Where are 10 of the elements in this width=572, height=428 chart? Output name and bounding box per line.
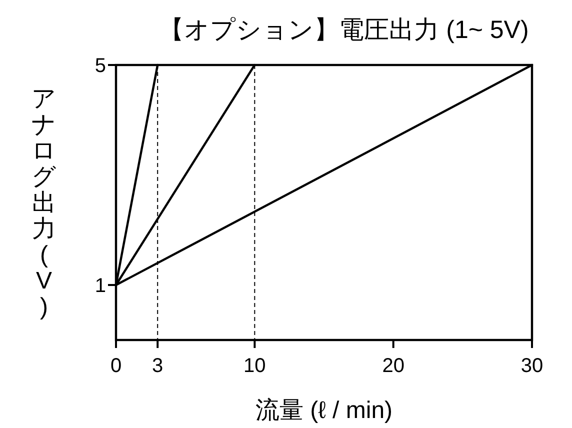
text: アナログ出力(V) [32, 86, 56, 320]
x-tick-label: 20 [382, 355, 404, 377]
x-axis-title: 流量 (ℓ / min) [255, 397, 393, 424]
y-tick-label: 1 [94, 275, 106, 297]
y-tick-label: 5 [94, 55, 106, 77]
chart-title: 【オプション】電圧出力 (1~ 5V) [159, 16, 529, 44]
x-tick-label: 0 [110, 355, 122, 377]
x-tick-label: 30 [520, 355, 544, 377]
x-tick-label: 10 [244, 355, 266, 377]
x-tick-label: 3 [152, 355, 164, 377]
